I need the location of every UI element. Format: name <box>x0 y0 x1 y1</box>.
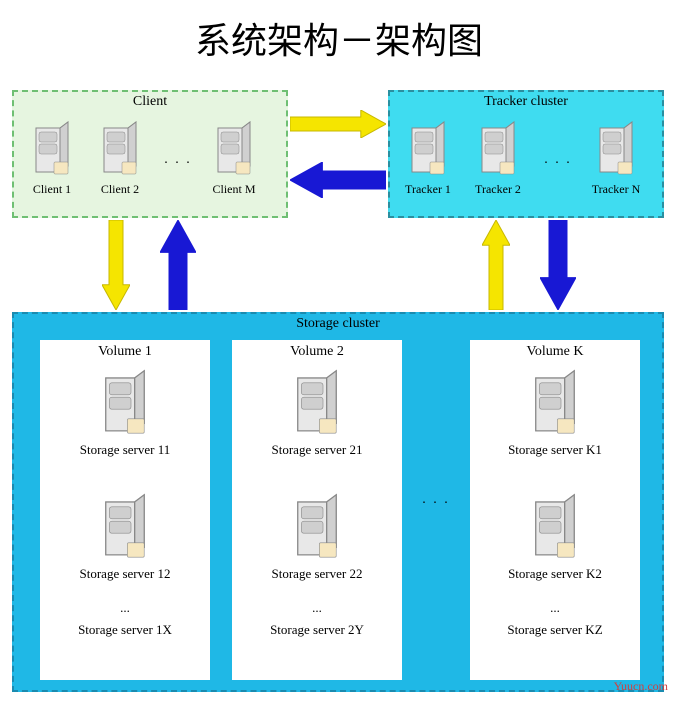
arrow-yellow-up <box>482 220 510 310</box>
page-title: 系统架构－架构图 <box>0 0 678 72</box>
storage-server-label: Storage server 11 <box>80 442 171 458</box>
client-ellipsis: . . . <box>164 152 192 168</box>
tracker-server-label: Tracker 1 <box>405 182 451 197</box>
tracker-ellipsis: . . . <box>544 152 572 168</box>
storage-server-icon <box>527 366 583 438</box>
volume-box: Volume 2 Storage server 21 Storage serve… <box>232 340 402 680</box>
storage-server-label: Storage server KZ <box>507 622 602 638</box>
storage-label: Storage cluster <box>296 316 380 332</box>
storage-server-icon <box>97 490 153 562</box>
storage-ellipsis: . . . <box>422 492 450 508</box>
client-label: Client <box>133 94 167 110</box>
storage-server-label: Storage server K1 <box>508 442 602 458</box>
arrow-yellow-right <box>290 110 386 138</box>
client-server-label: Client M <box>212 182 255 197</box>
volume-label: Volume 1 <box>98 344 152 360</box>
arrow-blue-left <box>290 162 386 198</box>
storage-server-label: Storage server 1X <box>78 622 172 638</box>
client-server-label: Client 1 <box>33 182 71 197</box>
storage-server-label: Storage server 12 <box>80 566 171 582</box>
client-server-label: Client 2 <box>101 182 139 197</box>
arrow-blue-down <box>540 220 576 310</box>
volume-ellipsis: ... <box>120 600 130 616</box>
volume-ellipsis: ... <box>550 600 560 616</box>
storage-server-icon <box>289 366 345 438</box>
tracker-server-icon <box>594 118 638 178</box>
volume-label: Volume K <box>527 344 584 360</box>
volume-box: Volume K Storage server K1 Storage serve… <box>470 340 640 680</box>
storage-server-label: Storage server 21 <box>272 442 363 458</box>
volume-ellipsis: ... <box>312 600 322 616</box>
tracker-server-icon <box>476 118 520 178</box>
arrow-blue-up <box>160 220 196 310</box>
client-server-icon <box>30 118 74 178</box>
storage-server-label: Storage server K2 <box>508 566 602 582</box>
storage-server-label: Storage server 2Y <box>270 622 364 638</box>
storage-server-icon <box>527 490 583 562</box>
tracker-server-label: Tracker 2 <box>475 182 521 197</box>
tracker-label: Tracker cluster <box>484 94 568 110</box>
client-server-icon <box>212 118 256 178</box>
arrow-yellow-down <box>102 220 130 310</box>
watermark-text: Yuucn.com <box>614 679 668 694</box>
diagram-canvas: Client Tracker cluster Storage cluster Y… <box>0 72 678 712</box>
tracker-server-label: Tracker N <box>592 182 641 197</box>
volume-box: Volume 1 Storage server 11 Storage serve… <box>40 340 210 680</box>
client-server-icon <box>98 118 142 178</box>
storage-server-label: Storage server 22 <box>272 566 363 582</box>
tracker-server-icon <box>406 118 450 178</box>
storage-server-icon <box>289 490 345 562</box>
volume-label: Volume 2 <box>290 344 344 360</box>
storage-server-icon <box>97 366 153 438</box>
